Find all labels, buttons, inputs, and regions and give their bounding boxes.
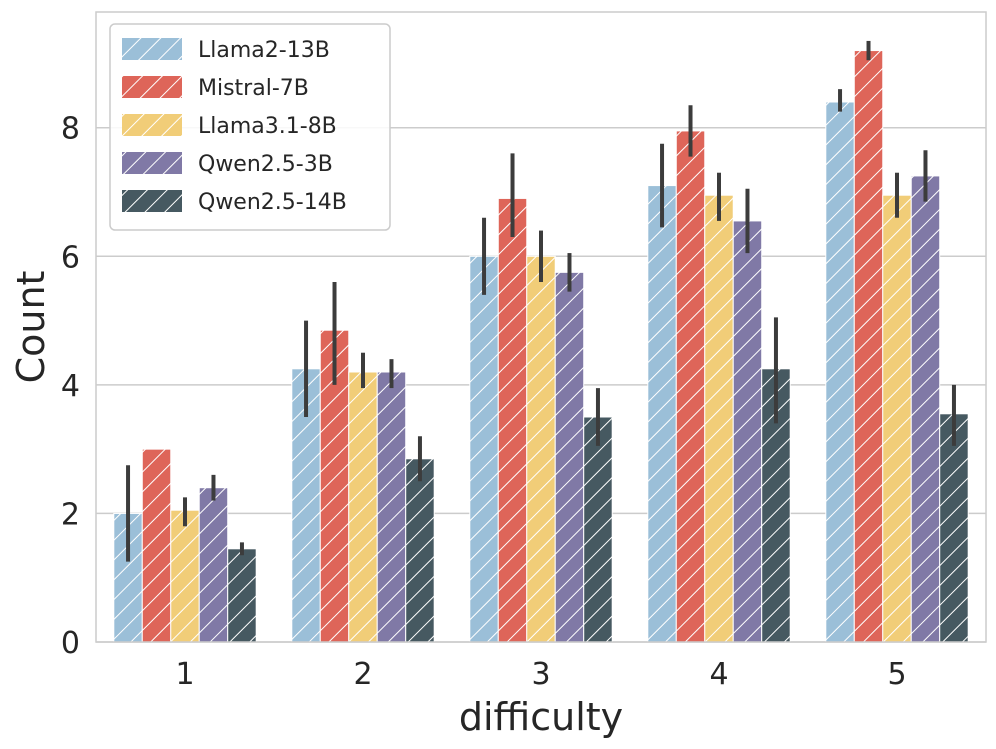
bar-hatch: [405, 458, 435, 642]
error-bars: [126, 40, 956, 562]
y-tick-labels: 0 2 4 6 8: [61, 112, 80, 661]
bar-hatch: [469, 256, 499, 642]
x-tick-label: 4: [709, 657, 728, 692]
legend-label: Llama2-13B: [198, 38, 330, 63]
bar-hatch: [583, 417, 613, 642]
legend-box: [109, 23, 391, 231]
bar-hatch: [676, 130, 705, 642]
bar-hatch: [555, 272, 584, 642]
legend-label: Llama3.1-8B: [198, 114, 337, 139]
y-tick-label: 4: [61, 369, 80, 404]
legend-label: Qwen2.5-14B: [198, 190, 347, 215]
legend-swatch-hatch: [122, 152, 182, 174]
bar-hatch: [704, 195, 734, 642]
bar-hatch: [377, 372, 406, 642]
bar-hatch: [733, 220, 762, 642]
bar-hatch: [882, 195, 912, 642]
y-tick-label: 0: [61, 626, 80, 661]
bar-hatch: [526, 256, 556, 642]
legend-swatch-hatch: [122, 38, 182, 60]
legend-swatch-hatch: [122, 114, 182, 136]
bar-hatch: [199, 487, 228, 642]
y-tick-label: 2: [61, 497, 80, 532]
x-tick-label: 3: [531, 657, 550, 692]
bar-hatch: [498, 198, 527, 642]
bar-hatch: [348, 372, 378, 642]
x-axis-label: difficulty: [459, 695, 623, 739]
legend: Llama2-13B Mistral-7B Llama3.1-8B Qwen2.5-3…: [109, 23, 391, 231]
x-tick-label: 5: [887, 657, 906, 692]
bar-hatch: [170, 510, 200, 642]
x-tick-label: 2: [353, 657, 372, 692]
bar-hatch: [825, 102, 855, 642]
y-tick-label: 8: [61, 112, 80, 147]
legend-swatch-hatch: [122, 76, 182, 98]
bar-hatch: [142, 449, 171, 642]
bar-hatch: [911, 175, 940, 642]
y-tick-label: 6: [61, 240, 80, 275]
x-tick-labels: 1 2 3 4 5: [175, 657, 906, 692]
legend-label: Qwen2.5-3B: [198, 152, 333, 177]
y-axis-label: Count: [9, 271, 53, 384]
legend-swatch-hatch: [122, 190, 182, 212]
x-tick-label: 1: [175, 657, 194, 692]
plot-frame: [95, 11, 987, 643]
bar-hatch: [939, 413, 969, 642]
bar-hatch: [854, 50, 883, 643]
bar-hatch: [227, 548, 257, 642]
legend-label: Mistral-7B: [198, 76, 309, 101]
bar-hatch: [647, 185, 677, 643]
